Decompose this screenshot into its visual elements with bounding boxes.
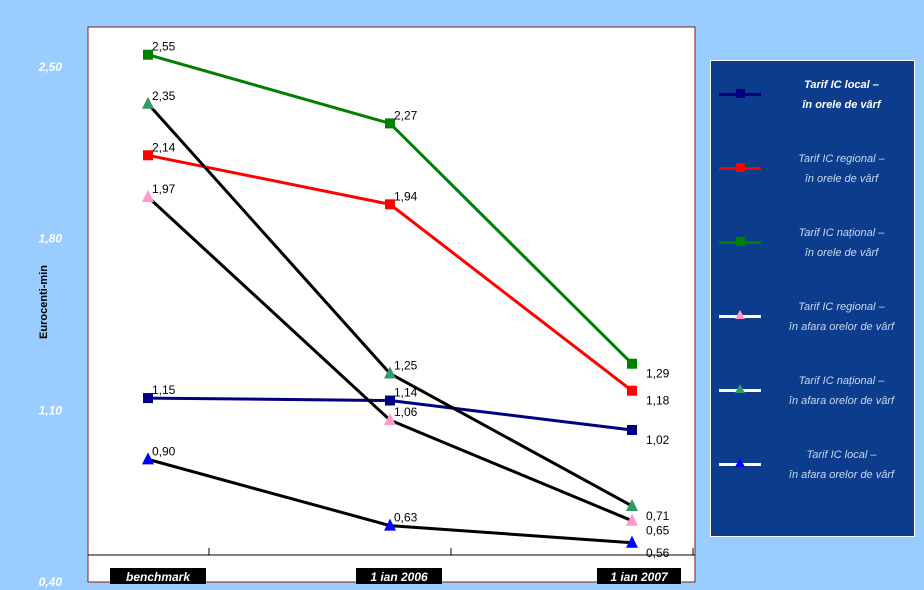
data-point-marker [627, 424, 637, 435]
legend-item: Tarif IC local – în orele de vârf [711, 75, 916, 115]
x-tick-label-box [356, 568, 442, 584]
data-point-marker [627, 385, 637, 396]
data-point-marker [142, 189, 154, 202]
data-label: 1,97 [152, 182, 176, 196]
data-point-marker [626, 513, 638, 526]
data-point-marker [627, 358, 637, 369]
legend-marker [736, 89, 745, 98]
data-point-marker [143, 393, 153, 404]
x-tick-label: benchmark [126, 570, 191, 584]
data-label: 1,18 [646, 394, 670, 408]
legend-item: Tarif IC regional – în orele de vârf [711, 149, 916, 189]
legend-label: Tarif IC regional – în afara orelor de vâ… [769, 297, 914, 337]
data-point-marker [143, 150, 153, 161]
x-tick-label-box [597, 568, 681, 584]
x-tick-label: 1 ian 2006 [370, 570, 428, 584]
y-axis-title: Eurocenti-min [38, 265, 50, 339]
data-point-marker [385, 395, 395, 406]
legend-item: Tarif IC regional – în afara orelor de vâ… [711, 297, 916, 337]
data-label: 1,25 [394, 359, 418, 373]
data-label: 0,56 [646, 546, 670, 560]
data-label: 2,55 [152, 40, 176, 54]
legend-label: Tarif IC național – în orele de vârf [769, 223, 914, 263]
data-label: 0,90 [152, 444, 176, 458]
legend-label-line2: în orele de vârf [802, 99, 881, 111]
legend-item: Tarif IC local – în afara orelor de vârf [711, 445, 916, 485]
data-label: 1,94 [394, 189, 418, 203]
data-label: 0,63 [394, 511, 418, 525]
legend-marker [735, 310, 745, 319]
legend-item: Tarif IC național – în afara orelor de vâ… [711, 371, 916, 411]
legend-label: Tarif IC național – în afara orelor de vâ… [769, 371, 914, 411]
data-label: 2,35 [152, 89, 176, 103]
data-label: 1,14 [394, 386, 418, 400]
legend-marker [736, 237, 745, 246]
data-point-marker [142, 452, 154, 465]
data-point-marker [384, 518, 396, 531]
y-tick-label: 1,80 [39, 232, 63, 246]
data-point-marker [142, 96, 154, 109]
data-label: 2,14 [152, 140, 176, 154]
data-label: 1,06 [394, 405, 418, 419]
legend-label: Tarif IC regional – în orele de vârf [769, 149, 914, 189]
legend-label-line1: Tarif IC regional – [798, 153, 885, 165]
legend-item: Tarif IC național – în orele de vârf [711, 223, 916, 263]
data-label: 1,29 [646, 367, 670, 381]
data-point-marker [626, 498, 638, 511]
legend-label-line1: Tarif IC local – [806, 449, 877, 461]
data-label: 0,71 [646, 509, 670, 523]
legend-label-line1: Tarif IC național – [798, 227, 885, 239]
legend-marker [735, 384, 745, 393]
data-point-marker [384, 366, 396, 379]
legend-marker [735, 458, 745, 467]
legend-label-line1: Tarif IC național – [798, 375, 885, 387]
legend-label-line1: Tarif IC regional – [798, 301, 885, 313]
data-label: 1,15 [152, 383, 176, 397]
y-tick-label: 0,40 [39, 575, 63, 589]
data-label: 2,27 [394, 108, 418, 122]
legend-label-line2: în afara orelor de vârf [788, 469, 895, 481]
legend-marker [736, 163, 745, 172]
x-tick-label-box [110, 568, 206, 584]
data-point-marker [385, 118, 395, 129]
legend-label-line2: în afara orelor de vârf [788, 395, 895, 407]
legend-label-line2: în orele de vârf [804, 173, 879, 185]
legend-label-line2: în afara orelor de vârf [788, 321, 895, 333]
plot-area [87, 26, 696, 583]
data-point-marker [385, 199, 395, 210]
legend-label: Tarif IC local – în orele de vârf [769, 75, 914, 115]
legend-label: Tarif IC local – în afara orelor de vârf [769, 445, 914, 485]
legend: Tarif IC local – în orele de vârf Tarif IC… [710, 60, 915, 537]
legend-label-line2: în orele de vârf [804, 247, 879, 259]
y-tick-label: 2,50 [38, 60, 63, 74]
data-point-marker [626, 535, 638, 548]
data-label: 0,65 [646, 524, 670, 538]
legend-label-line1: Tarif IC local – [804, 79, 879, 91]
data-point-marker [384, 413, 396, 426]
x-tick-label: 1 ian 2007 [610, 570, 669, 584]
data-point-marker [143, 49, 153, 60]
data-label: 1,02 [646, 433, 670, 447]
y-tick-label: 1,10 [39, 403, 63, 417]
